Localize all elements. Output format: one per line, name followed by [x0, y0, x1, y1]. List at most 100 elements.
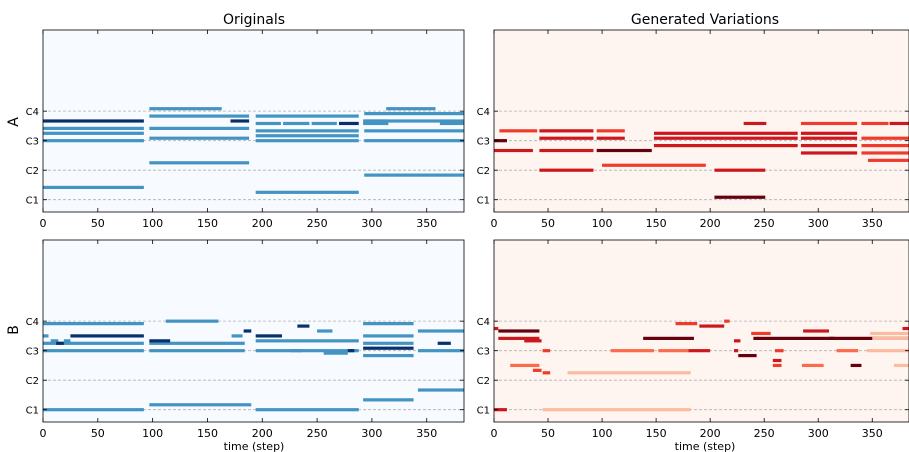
- note: [149, 107, 222, 111]
- note: [753, 336, 759, 340]
- note: [43, 322, 144, 326]
- x-tick-label: 0: [491, 217, 498, 230]
- x-tick-label: 350: [416, 217, 437, 230]
- y-tick-label: C2: [477, 376, 490, 387]
- note: [297, 324, 310, 328]
- plot-area-A-generated: [494, 30, 909, 212]
- panel-A-generated: 0 50 100 150 200 250 300 350 C1 C2 C3 C4: [477, 29, 909, 230]
- note: [757, 336, 835, 340]
- note: [323, 351, 348, 355]
- note: [542, 408, 691, 412]
- note: [43, 341, 144, 345]
- x-tick-label: 150: [646, 217, 667, 230]
- xlabel-left: time (step): [224, 440, 285, 452]
- note: [149, 136, 250, 140]
- y-tick-label: C3: [477, 137, 490, 148]
- note: [524, 339, 542, 343]
- notes-B-generated: [494, 319, 909, 412]
- axes-frame: [493, 239, 909, 423]
- note: [363, 322, 414, 326]
- note: [255, 121, 281, 126]
- note: [738, 353, 757, 358]
- y-tick-label: C2: [477, 166, 490, 177]
- note: [800, 121, 858, 126]
- panel-A-originals: 0 50 100 150 200 250 300 350 C1 C2 C3 C4: [26, 29, 465, 230]
- note: [56, 341, 64, 345]
- x-tick-label: 300: [361, 217, 382, 230]
- note: [893, 363, 909, 368]
- note: [231, 334, 243, 338]
- note: [363, 121, 389, 126]
- note: [494, 408, 507, 412]
- note: [596, 136, 625, 140]
- note: [867, 158, 909, 162]
- axes-frame: [42, 29, 465, 213]
- note: [347, 349, 355, 353]
- note: [494, 326, 499, 331]
- note: [653, 131, 798, 135]
- note: [800, 131, 858, 135]
- note: [243, 329, 252, 333]
- note: [861, 136, 909, 140]
- note: [542, 371, 551, 375]
- generated-title: Generated Variations: [631, 12, 779, 28]
- note: [902, 326, 909, 331]
- note: [861, 121, 889, 126]
- note: [743, 121, 767, 126]
- note: [850, 363, 862, 368]
- note: [714, 195, 766, 199]
- axes-frame: [42, 239, 465, 423]
- x-tick-label: 0: [491, 427, 498, 440]
- note: [255, 349, 359, 353]
- note: [800, 136, 858, 140]
- x-tick-label: 50: [541, 217, 555, 230]
- x-tick-label: 250: [754, 427, 775, 440]
- note: [866, 349, 909, 353]
- note: [510, 363, 540, 368]
- note: [363, 119, 389, 123]
- x-tick-label: 100: [142, 427, 163, 440]
- note: [290, 349, 302, 353]
- note: [836, 349, 859, 353]
- note: [872, 336, 909, 340]
- x-tick-label: 250: [307, 427, 328, 440]
- note: [889, 121, 909, 126]
- x-tick-label: 50: [541, 427, 555, 440]
- note: [363, 346, 414, 350]
- note: [439, 121, 464, 126]
- note: [339, 121, 359, 126]
- y-tick-label: C3: [477, 347, 490, 358]
- xlabel-right: time (step): [675, 440, 736, 452]
- note: [43, 334, 49, 338]
- note: [149, 126, 250, 130]
- note: [596, 148, 652, 153]
- note: [870, 331, 909, 336]
- x-tick-label: 350: [862, 217, 883, 230]
- note: [772, 363, 782, 368]
- note: [363, 334, 414, 338]
- y-tick-label: C4: [477, 107, 490, 118]
- note: [364, 129, 464, 133]
- note: [43, 185, 144, 190]
- row-label-a: A: [6, 117, 22, 127]
- notes-A-generated: [494, 121, 909, 199]
- note: [803, 329, 830, 333]
- note: [149, 349, 245, 353]
- note: [255, 190, 359, 194]
- x-tick-label: 300: [808, 427, 829, 440]
- x-tick-label: 50: [91, 217, 105, 230]
- note: [149, 339, 171, 343]
- note: [43, 131, 144, 135]
- plot-area-B-originals: [43, 240, 464, 422]
- y-tick-label: C4: [26, 317, 39, 328]
- note: [311, 121, 337, 126]
- note: [494, 148, 533, 153]
- note: [800, 151, 858, 155]
- x-tick-label: 250: [307, 217, 328, 230]
- note: [255, 129, 359, 133]
- note: [774, 349, 784, 353]
- x-tick-label: 200: [252, 217, 273, 230]
- note: [417, 329, 464, 333]
- x-tick-label: 100: [592, 427, 613, 440]
